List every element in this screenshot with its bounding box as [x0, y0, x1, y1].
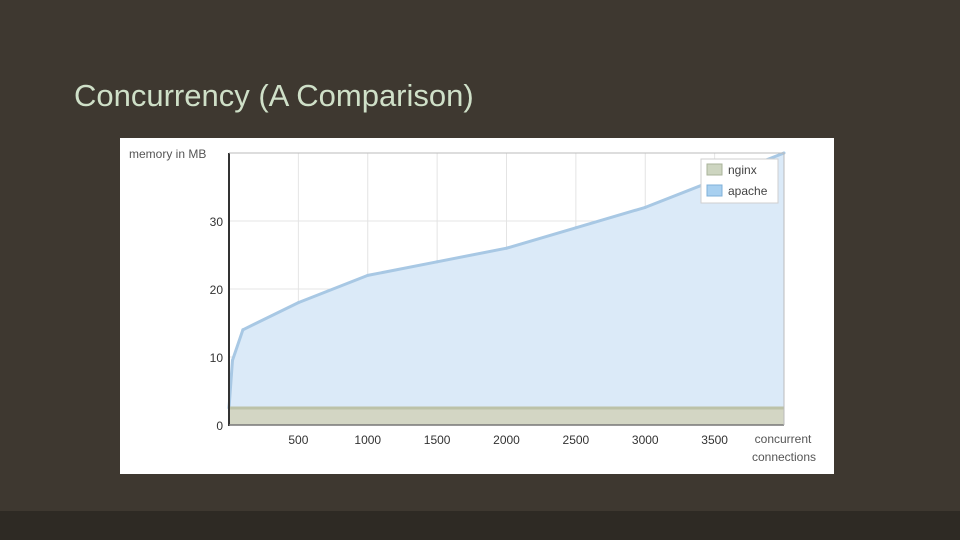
- apache-point-1: [230, 358, 234, 362]
- apache-point-3: [296, 301, 300, 305]
- y-tick-label-10: 10: [210, 351, 224, 365]
- series-areas: [227, 151, 786, 425]
- x-tick-label-3500: 3500: [701, 433, 728, 447]
- tick-labels: 500 1000 1500 2000 2500 3000 3500 0 10 20 30: [210, 215, 729, 447]
- axes: [228, 152, 785, 426]
- slide-footer-bar: [0, 511, 960, 540]
- legend-swatch-nginx: [706, 163, 723, 176]
- y-axis-title: memory in MB: [129, 147, 206, 161]
- apache-area: [229, 153, 784, 425]
- x-tick-label-2000: 2000: [493, 433, 520, 447]
- apache-point-7: [574, 226, 578, 230]
- apache-point-8: [643, 205, 647, 209]
- apache-point-6: [505, 246, 508, 250]
- y-tick-label-0: 0: [216, 419, 223, 433]
- x-tick-label-1500: 1500: [424, 433, 451, 447]
- chart-panel: 500 1000 1500 2000 2500 3000 3500 0 10 20 30 memor…: [120, 138, 834, 474]
- apache-point-2: [241, 328, 245, 332]
- apache-point-4: [366, 273, 370, 277]
- x-tick-label-500: 500: [288, 433, 308, 447]
- legend-label-nginx: nginx: [728, 163, 757, 177]
- legend: nginx apache: [700, 158, 779, 204]
- memory-chart: 500 1000 1500 2000 2500 3000 3500 0 10 20 30 memor…: [129, 147, 816, 464]
- x-axis-title-line-1: concurrent: [755, 432, 812, 446]
- x-tick-label-2500: 2500: [563, 433, 590, 447]
- apache-point-5: [435, 260, 439, 264]
- x-tick-label-3000: 3000: [632, 433, 659, 447]
- y-tick-label-20: 20: [210, 283, 224, 297]
- x-tick-label-1000: 1000: [354, 433, 381, 447]
- slide-title: Concurrency (A Comparison): [74, 78, 474, 113]
- nginx-area: [229, 408, 784, 425]
- legend-label-apache: apache: [728, 184, 768, 198]
- y-tick-label-30: 30: [210, 215, 224, 229]
- x-axis-title-line-2: connections: [752, 450, 816, 464]
- legend-swatch-apache: [706, 184, 723, 197]
